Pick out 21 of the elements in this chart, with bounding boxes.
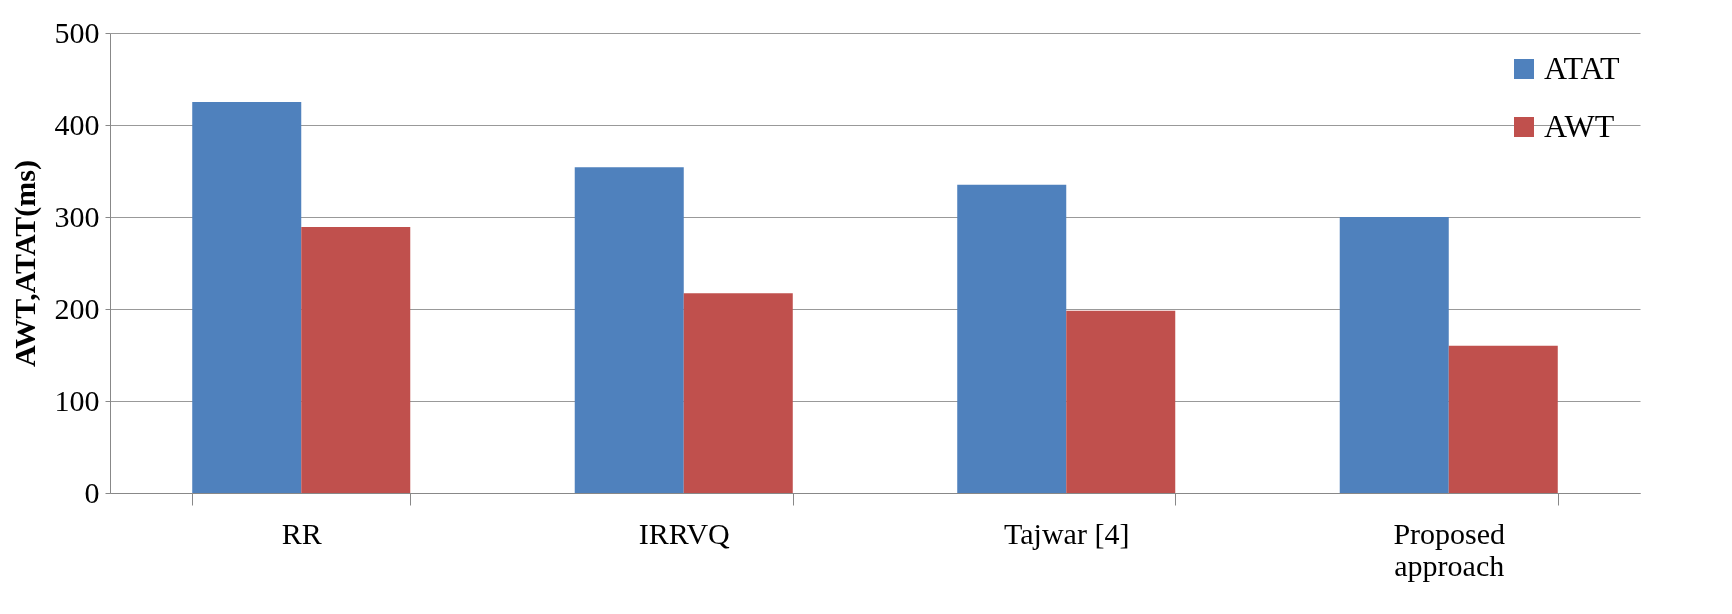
bar xyxy=(192,102,302,493)
bar xyxy=(1066,310,1176,493)
bar xyxy=(957,184,1067,493)
x-tick-label: IRRVQ xyxy=(638,516,731,550)
y-axis-title: AWT,ATAT(ms) xyxy=(7,160,42,367)
legend-label: ATAT xyxy=(1544,50,1621,86)
bar xyxy=(683,293,793,493)
y-tick-label: 500 xyxy=(54,15,100,49)
y-tick-label: 0 xyxy=(84,475,100,509)
bar xyxy=(574,167,684,493)
bar xyxy=(1448,345,1558,493)
y-tick-label: 300 xyxy=(54,199,100,233)
legend-label: AWT xyxy=(1544,108,1615,144)
y-tick-label: 100 xyxy=(54,383,100,417)
y-tick-label: 400 xyxy=(54,107,100,141)
x-tick-label: RR xyxy=(281,516,322,550)
bar xyxy=(1339,217,1449,493)
x-tick-label: Proposed approach xyxy=(1393,516,1506,582)
bar xyxy=(301,227,411,493)
y-tick-label: 200 xyxy=(54,291,100,325)
x-tick-label: Tajwar [4] xyxy=(1004,516,1130,550)
